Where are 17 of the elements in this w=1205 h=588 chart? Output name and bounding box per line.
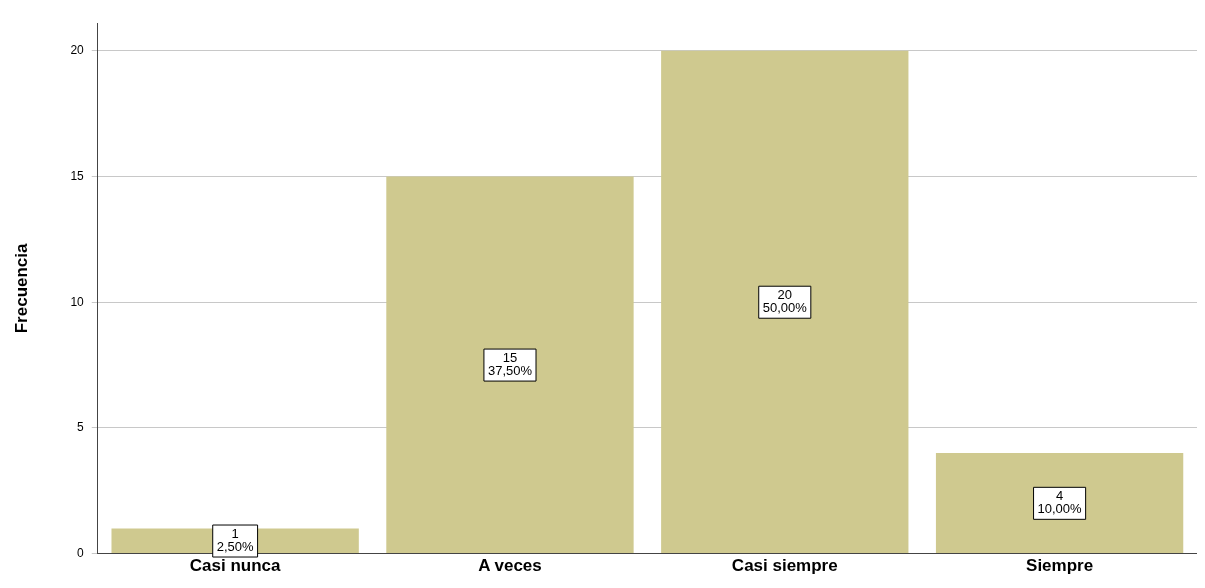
bar <box>386 176 634 554</box>
bar <box>661 50 909 554</box>
y-axis-title: Frecuencia <box>11 242 31 334</box>
x-tick-label: A veces <box>478 556 542 576</box>
data-label: 1 2,50% <box>216 526 255 555</box>
x-tick-label: Casi nunca <box>189 556 282 576</box>
x-tick-label: Casi siempre <box>731 556 838 576</box>
data-label: 4 10,00% <box>1037 488 1083 517</box>
y-tick-label: 5 <box>77 420 85 435</box>
data-label: 15 37,50% <box>487 350 533 379</box>
y-tick-label: 20 <box>70 43 85 58</box>
y-tick-label: 0 <box>77 545 85 560</box>
data-label: 20 50,00% <box>762 287 808 316</box>
bar <box>935 453 1184 554</box>
y-tick-label: 15 <box>70 168 85 183</box>
y-tick-label: 10 <box>70 294 85 309</box>
x-tick-label: Siempre <box>1026 556 1094 576</box>
